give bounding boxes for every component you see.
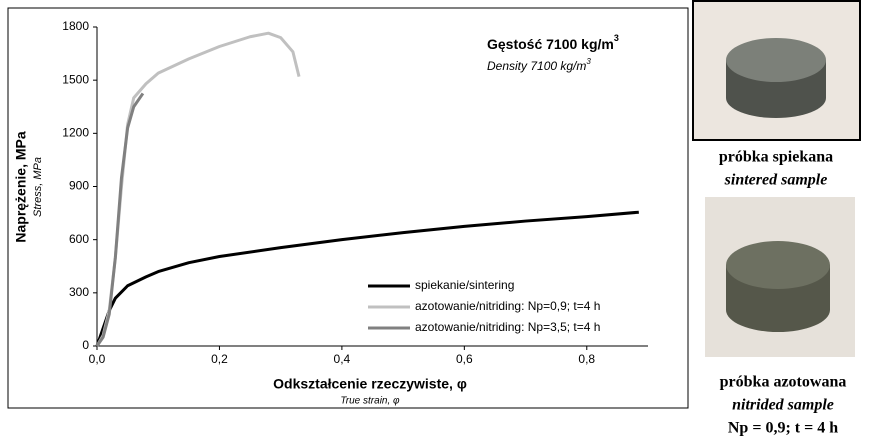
sample-top — [726, 38, 826, 82]
annotation-sub-text: Density 7100 kg/m — [487, 59, 586, 73]
series-line — [95, 31, 301, 347]
photo-note: Np = 0,9; t = 4 h — [728, 420, 838, 437]
y-tick-label: 1500 — [62, 72, 89, 86]
legend-label: azotowanie/nitriding: Np=3,5; t=4 h — [415, 320, 600, 334]
y-tick-label: 0 — [82, 338, 89, 352]
photo-caption: próbka spiekana — [719, 149, 833, 166]
y-tick-label: 1200 — [62, 126, 89, 140]
annotation: Gęstość 7100 kg/m3 — [487, 33, 619, 51]
y-tick-label: 900 — [69, 179, 89, 193]
annotation-sub-sup: 3 — [586, 57, 591, 66]
x-tick-label: 0,8 — [578, 352, 595, 366]
series-line — [95, 92, 145, 347]
x-axis-label: Odkształcenie rzeczywiste, φ — [273, 376, 467, 392]
y-axis-label: Naprężenie, MPa — [13, 131, 29, 242]
annotation-sup: 3 — [614, 33, 619, 43]
legend-label: azotowanie/nitriding: Np=0,9; t=4 h — [415, 299, 600, 313]
y-axis-sublabel: Stress, MPa — [32, 157, 44, 217]
y-tick-label: 1800 — [62, 19, 89, 33]
legend-label: spiekanie/sintering — [415, 278, 514, 292]
annotation-text: Gęstość 7100 kg/m — [487, 36, 614, 52]
x-tick-label: 0,2 — [211, 352, 228, 366]
photo-caption: próbka azotowana — [720, 374, 847, 391]
photo-caption-en: sintered sample — [724, 172, 828, 189]
x-tick-label: 0,0 — [89, 352, 106, 366]
x-axis-sublabel: True strain, φ — [340, 396, 400, 407]
x-tick-label: 0,6 — [456, 352, 473, 366]
annotation-sub: Density 7100 kg/m3 — [487, 57, 591, 73]
x-tick-label: 0,4 — [334, 352, 351, 366]
y-tick-label: 300 — [69, 285, 89, 299]
photo-caption-en: nitrided sample — [732, 397, 834, 414]
series-line — [95, 210, 639, 347]
y-tick-label: 600 — [69, 232, 89, 246]
chart-frame — [7, 7, 689, 409]
sample-top — [726, 241, 830, 289]
